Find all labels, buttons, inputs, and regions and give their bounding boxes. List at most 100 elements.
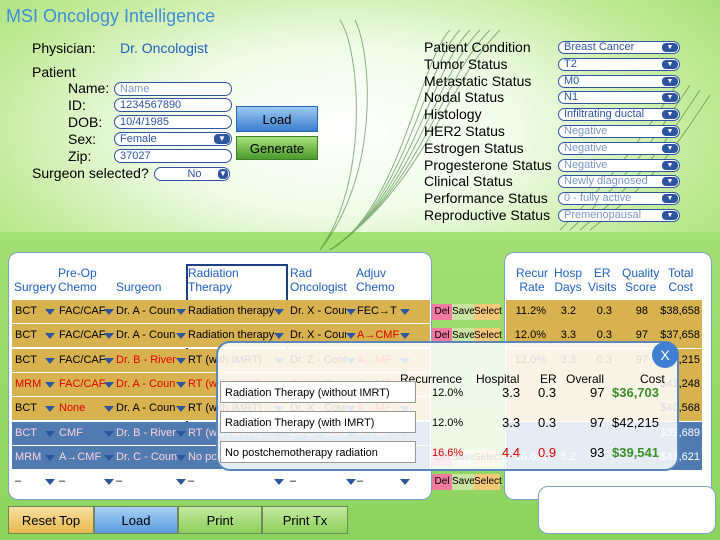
chevron-down-icon[interactable] [400,479,410,486]
condition-value: Premenopausal [564,209,642,221]
cell-surgery: MRM [15,377,42,390]
condition-dropdown[interactable]: Breast Cancer ▼ [558,41,680,54]
chevron-down-icon[interactable] [104,479,114,486]
cell-chemo: FAC/CAF [59,305,105,317]
chevron-down-icon: ▼ [662,110,678,120]
chevron-down-icon[interactable] [45,430,55,437]
cell-surgery: MRM [15,450,42,463]
surgeon-selected-dropdown[interactable]: No ▼ [154,167,230,181]
popup-overall: 93 [590,445,605,460]
popup-row[interactable]: No postchemotherapy radiation [220,441,416,463]
chevron-down-icon[interactable] [45,479,55,486]
chevron-down-icon[interactable] [104,357,114,364]
select-button[interactable]: Select [474,304,502,320]
popup-row[interactable]: Radiation Therapy (without IMRT) [220,381,416,403]
condition-dropdown[interactable]: T2 ▼ [558,57,680,71]
condition-dropdown[interactable]: Negative ▼ [558,141,680,155]
popup-overall: 97 [590,385,605,400]
condition-dropdown[interactable]: Infiltrating ductal ▼ [558,108,680,122]
chevron-down-icon[interactable] [176,454,186,461]
metric-quality: 98 [635,305,648,317]
sex-value: Female [120,133,157,145]
save-button[interactable]: Save [452,328,475,345]
zip-label: Zip: [68,148,92,164]
chevron-down-icon[interactable] [274,309,284,315]
sex-label: Sex: [68,131,97,147]
cell-surgeon: Dr. C - Coun [116,450,178,463]
chevron-down-icon[interactable] [104,430,114,437]
cell-surgery: BCT [15,305,37,317]
cell-radiation: Radiation therapy [188,305,275,317]
condition-value: Infiltrating ductal [564,108,645,121]
condition-dropdown[interactable]: Newly diagnosed ▼ [558,175,680,189]
cell-surgery: BCT [15,426,37,439]
cell-surgeon: Dr. B - River [116,426,176,439]
save-button[interactable]: Save [452,304,475,320]
save-button[interactable]: Save [452,474,475,491]
chevron-down-icon[interactable] [45,454,55,461]
table-row[interactable]: – – – – – – [12,470,430,495]
table-row[interactable]: BCT FAC/CAF Dr. A - Coun Radiation therapy D… [12,324,430,349]
load-protocol-button[interactable]: Load Protocol [94,506,178,534]
chevron-down-icon[interactable] [176,479,186,486]
condition-dropdown[interactable]: Negative ▼ [558,158,680,172]
chevron-down-icon[interactable] [274,479,284,486]
metric-er: 0.3 [596,305,612,317]
chevron-down-icon[interactable] [346,333,356,340]
table-row[interactable]: BCT FAC/CAF Dr. A - Coun Radiation therapy D… [12,300,430,324]
chevron-down-icon[interactable] [176,381,186,388]
chevron-down-icon[interactable] [104,309,114,315]
id-input[interactable]: 1234567890 [114,98,232,112]
chevron-down-icon[interactable] [176,430,186,437]
delete-button[interactable]: Del [432,474,452,491]
condition-dropdown[interactable]: Negative ▼ [558,125,680,138]
dob-label: DOB: [68,114,103,130]
surgeon-selected-label: Surgeon selected? [32,165,149,181]
chevron-down-icon[interactable] [45,333,55,340]
chevron-down-icon[interactable] [176,406,186,413]
cell-chemo: CMF [59,426,83,439]
chevron-down-icon[interactable] [45,406,55,413]
delete-button[interactable]: Del [432,304,452,320]
delete-button[interactable]: Del [432,328,452,345]
chevron-down-icon[interactable] [346,479,356,486]
sex-dropdown[interactable]: Female ▼ [114,132,232,146]
load-button[interactable]: Load [236,106,318,132]
chevron-down-icon[interactable] [176,357,186,364]
select-button[interactable]: Select [474,328,502,345]
cell-adjuv: FEC→T [357,305,397,317]
chevron-down-icon[interactable] [400,309,410,315]
condition-dropdown[interactable]: Premenopausal ▼ [558,209,680,222]
print-tx-plan-button[interactable]: Print Tx Plan [262,506,348,534]
popup-cost: $42,215 [612,415,659,430]
chevron-down-icon[interactable] [274,333,284,340]
print-orders-button[interactable]: Print Orders [178,506,262,534]
chevron-down-icon[interactable] [45,309,55,315]
cell-surgeon: Dr. A - Coun [116,377,176,390]
chevron-down-icon[interactable] [104,406,114,413]
chevron-down-icon[interactable] [400,333,410,340]
condition-dropdown[interactable]: N1 ▼ [558,91,680,105]
select-button[interactable]: Select [474,474,502,491]
chevron-down-icon[interactable] [45,381,55,388]
condition-dropdown[interactable]: 0 - fully active ▼ [558,192,680,206]
chevron-down-icon[interactable] [104,381,114,388]
notes-panel [538,486,716,534]
generate-button[interactable]: Generate [236,136,318,160]
chevron-down-icon[interactable] [346,309,356,315]
chevron-down-icon[interactable] [176,309,186,315]
popup-hospital: 3.3 [502,415,521,430]
close-popup-button[interactable]: X [652,342,678,368]
popup-row[interactable]: Radiation Therapy (with IMRT) [220,411,416,433]
chevron-down-icon[interactable] [104,333,114,340]
name-input[interactable]: Name [114,82,232,96]
dob-input[interactable]: 10/4/1985 [114,115,232,129]
chevron-down-icon[interactable] [45,357,55,364]
condition-label: Tumor Status [424,55,508,72]
chevron-down-icon[interactable] [176,333,186,340]
chevron-down-icon[interactable] [104,454,114,461]
reset-top-5-button[interactable]: Reset Top 5 [8,506,94,534]
zip-input[interactable]: 37027 [114,149,232,163]
condition-dropdown[interactable]: M0 ▼ [558,74,680,88]
app-title: MSI Oncology Intelligence [6,6,216,26]
